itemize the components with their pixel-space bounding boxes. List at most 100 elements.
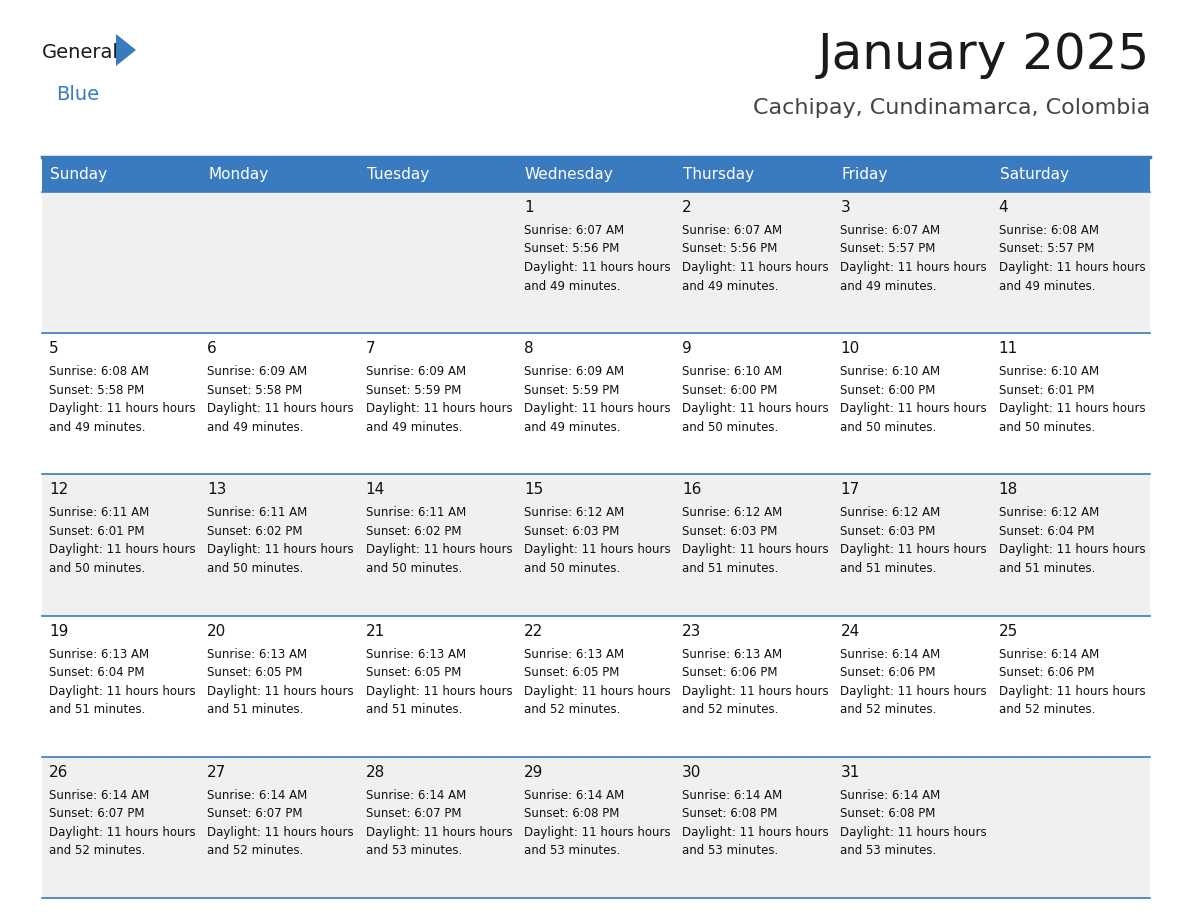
- Text: 30: 30: [682, 765, 702, 779]
- Text: Sunrise: 6:10 AM: Sunrise: 6:10 AM: [682, 365, 782, 378]
- Text: and 50 minutes.: and 50 minutes.: [207, 562, 304, 575]
- Text: Sunrise: 6:11 AM: Sunrise: 6:11 AM: [207, 507, 308, 520]
- Bar: [42, 192, 1150, 333]
- Text: and 50 minutes.: and 50 minutes.: [999, 420, 1095, 433]
- Text: Sunrise: 6:08 AM: Sunrise: 6:08 AM: [999, 224, 1099, 237]
- Text: Sunrise: 6:09 AM: Sunrise: 6:09 AM: [207, 365, 308, 378]
- Text: Sunset: 6:07 PM: Sunset: 6:07 PM: [366, 807, 461, 821]
- Text: Daylight: 11 hours hours: Daylight: 11 hours hours: [366, 685, 512, 698]
- Text: Sunday: Sunday: [50, 167, 107, 182]
- Text: Daylight: 11 hours hours: Daylight: 11 hours hours: [999, 685, 1145, 698]
- Text: Sunset: 5:59 PM: Sunset: 5:59 PM: [366, 384, 461, 397]
- Text: Daylight: 11 hours hours: Daylight: 11 hours hours: [999, 402, 1145, 415]
- Text: 27: 27: [207, 765, 227, 779]
- Text: Sunset: 5:59 PM: Sunset: 5:59 PM: [524, 384, 619, 397]
- Text: Sunrise: 6:11 AM: Sunrise: 6:11 AM: [49, 507, 150, 520]
- Text: 16: 16: [682, 482, 702, 498]
- Text: Sunset: 6:06 PM: Sunset: 6:06 PM: [682, 666, 778, 679]
- Text: Daylight: 11 hours hours: Daylight: 11 hours hours: [524, 402, 670, 415]
- Text: and 52 minutes.: and 52 minutes.: [207, 845, 304, 857]
- Text: and 51 minutes.: and 51 minutes.: [366, 703, 462, 716]
- Text: Daylight: 11 hours hours: Daylight: 11 hours hours: [840, 402, 987, 415]
- Text: Sunrise: 6:14 AM: Sunrise: 6:14 AM: [524, 789, 624, 801]
- Text: Daylight: 11 hours hours: Daylight: 11 hours hours: [682, 543, 829, 556]
- Text: 26: 26: [49, 765, 69, 779]
- Text: Sunrise: 6:10 AM: Sunrise: 6:10 AM: [840, 365, 941, 378]
- Text: and 50 minutes.: and 50 minutes.: [524, 562, 620, 575]
- Text: Daylight: 11 hours hours: Daylight: 11 hours hours: [207, 402, 354, 415]
- Text: Sunrise: 6:14 AM: Sunrise: 6:14 AM: [840, 789, 941, 801]
- Text: 11: 11: [999, 341, 1018, 356]
- Text: Sunset: 5:58 PM: Sunset: 5:58 PM: [207, 384, 303, 397]
- Bar: [42, 333, 1150, 475]
- Text: Daylight: 11 hours hours: Daylight: 11 hours hours: [366, 543, 512, 556]
- Text: Sunset: 6:07 PM: Sunset: 6:07 PM: [207, 807, 303, 821]
- Text: 12: 12: [49, 482, 68, 498]
- Text: Sunrise: 6:14 AM: Sunrise: 6:14 AM: [207, 789, 308, 801]
- Text: 6: 6: [207, 341, 217, 356]
- Text: Blue: Blue: [56, 85, 99, 105]
- Text: and 52 minutes.: and 52 minutes.: [999, 703, 1095, 716]
- Text: Sunset: 6:08 PM: Sunset: 6:08 PM: [840, 807, 936, 821]
- Text: and 51 minutes.: and 51 minutes.: [49, 703, 145, 716]
- Text: Monday: Monday: [208, 167, 268, 182]
- Text: and 49 minutes.: and 49 minutes.: [524, 279, 620, 293]
- Text: 29: 29: [524, 765, 543, 779]
- Text: and 49 minutes.: and 49 minutes.: [524, 420, 620, 433]
- Text: and 51 minutes.: and 51 minutes.: [999, 562, 1095, 575]
- Text: and 49 minutes.: and 49 minutes.: [840, 279, 937, 293]
- Text: Sunset: 6:01 PM: Sunset: 6:01 PM: [49, 525, 145, 538]
- Text: Daylight: 11 hours hours: Daylight: 11 hours hours: [524, 826, 670, 839]
- Text: 21: 21: [366, 623, 385, 639]
- Text: Daylight: 11 hours hours: Daylight: 11 hours hours: [49, 402, 196, 415]
- Text: Daylight: 11 hours hours: Daylight: 11 hours hours: [682, 826, 829, 839]
- Text: Sunrise: 6:14 AM: Sunrise: 6:14 AM: [999, 647, 1099, 661]
- Text: Sunset: 6:08 PM: Sunset: 6:08 PM: [682, 807, 777, 821]
- Text: 28: 28: [366, 765, 385, 779]
- Text: Sunrise: 6:09 AM: Sunrise: 6:09 AM: [524, 365, 624, 378]
- Text: Daylight: 11 hours hours: Daylight: 11 hours hours: [524, 261, 670, 274]
- Text: Daylight: 11 hours hours: Daylight: 11 hours hours: [682, 261, 829, 274]
- Text: and 53 minutes.: and 53 minutes.: [366, 845, 462, 857]
- Text: Sunset: 6:06 PM: Sunset: 6:06 PM: [999, 666, 1094, 679]
- Text: 2: 2: [682, 200, 691, 215]
- Text: and 50 minutes.: and 50 minutes.: [366, 562, 462, 575]
- Text: Sunrise: 6:13 AM: Sunrise: 6:13 AM: [366, 647, 466, 661]
- Text: and 50 minutes.: and 50 minutes.: [840, 420, 936, 433]
- Text: and 49 minutes.: and 49 minutes.: [999, 279, 1095, 293]
- Text: Daylight: 11 hours hours: Daylight: 11 hours hours: [999, 261, 1145, 274]
- Text: 8: 8: [524, 341, 533, 356]
- Text: 5: 5: [49, 341, 58, 356]
- Text: Daylight: 11 hours hours: Daylight: 11 hours hours: [524, 685, 670, 698]
- Text: Sunrise: 6:13 AM: Sunrise: 6:13 AM: [49, 647, 150, 661]
- Text: Sunrise: 6:13 AM: Sunrise: 6:13 AM: [207, 647, 308, 661]
- Text: Sunset: 6:00 PM: Sunset: 6:00 PM: [682, 384, 777, 397]
- Text: 20: 20: [207, 623, 227, 639]
- Text: January 2025: January 2025: [817, 31, 1150, 79]
- Text: General: General: [42, 42, 119, 62]
- Text: Daylight: 11 hours hours: Daylight: 11 hours hours: [999, 543, 1145, 556]
- Text: and 53 minutes.: and 53 minutes.: [840, 845, 936, 857]
- Text: Sunset: 5:56 PM: Sunset: 5:56 PM: [524, 242, 619, 255]
- Text: 17: 17: [840, 482, 860, 498]
- Text: 25: 25: [999, 623, 1018, 639]
- Text: 18: 18: [999, 482, 1018, 498]
- Text: and 52 minutes.: and 52 minutes.: [682, 703, 778, 716]
- Bar: [42, 475, 1150, 616]
- Text: Daylight: 11 hours hours: Daylight: 11 hours hours: [207, 685, 354, 698]
- Text: 22: 22: [524, 623, 543, 639]
- Text: Sunrise: 6:11 AM: Sunrise: 6:11 AM: [366, 507, 466, 520]
- Text: Sunset: 6:03 PM: Sunset: 6:03 PM: [524, 525, 619, 538]
- Text: Daylight: 11 hours hours: Daylight: 11 hours hours: [366, 402, 512, 415]
- Text: and 50 minutes.: and 50 minutes.: [682, 420, 778, 433]
- Text: and 50 minutes.: and 50 minutes.: [49, 562, 145, 575]
- Text: 4: 4: [999, 200, 1009, 215]
- Bar: [42, 616, 1150, 756]
- Text: and 49 minutes.: and 49 minutes.: [207, 420, 304, 433]
- Text: Daylight: 11 hours hours: Daylight: 11 hours hours: [840, 261, 987, 274]
- Text: Daylight: 11 hours hours: Daylight: 11 hours hours: [49, 543, 196, 556]
- Text: 3: 3: [840, 200, 851, 215]
- Text: Thursday: Thursday: [683, 167, 754, 182]
- Text: 1: 1: [524, 200, 533, 215]
- Text: Sunset: 6:01 PM: Sunset: 6:01 PM: [999, 384, 1094, 397]
